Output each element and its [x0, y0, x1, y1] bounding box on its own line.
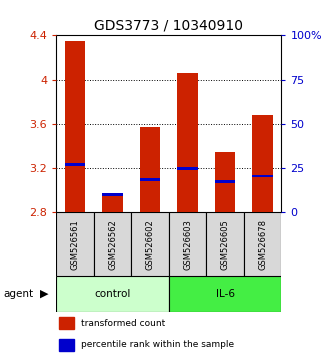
- Bar: [215, 180, 235, 183]
- Text: IL-6: IL-6: [215, 289, 235, 299]
- Bar: [102, 193, 123, 196]
- Text: percentile rank within the sample: percentile rank within the sample: [81, 340, 234, 349]
- Text: GSM526602: GSM526602: [146, 219, 155, 270]
- Bar: [131, 212, 169, 276]
- Title: GDS3773 / 10340910: GDS3773 / 10340910: [94, 19, 243, 33]
- Bar: [102, 196, 123, 212]
- Bar: [252, 175, 273, 177]
- Bar: [56, 212, 94, 276]
- Bar: [177, 167, 198, 170]
- Bar: [94, 212, 131, 276]
- Text: ▶: ▶: [40, 289, 48, 299]
- Text: GSM526678: GSM526678: [258, 219, 267, 270]
- Bar: [65, 164, 85, 166]
- Bar: [56, 276, 169, 312]
- Text: GSM526562: GSM526562: [108, 219, 117, 270]
- Text: GSM526603: GSM526603: [183, 219, 192, 270]
- Bar: [169, 212, 206, 276]
- Bar: [215, 152, 235, 212]
- Bar: [177, 73, 198, 212]
- Bar: [169, 276, 281, 312]
- Bar: [140, 178, 160, 181]
- Bar: [206, 212, 244, 276]
- Text: agent: agent: [3, 289, 33, 299]
- Bar: [244, 212, 281, 276]
- Text: control: control: [94, 289, 131, 299]
- Text: GSM526605: GSM526605: [220, 219, 230, 270]
- Text: GSM526561: GSM526561: [71, 219, 79, 270]
- Bar: [59, 339, 74, 350]
- Bar: [140, 127, 160, 212]
- Bar: [59, 318, 74, 329]
- Text: transformed count: transformed count: [81, 319, 165, 328]
- Bar: [65, 41, 85, 212]
- Bar: [252, 115, 273, 212]
